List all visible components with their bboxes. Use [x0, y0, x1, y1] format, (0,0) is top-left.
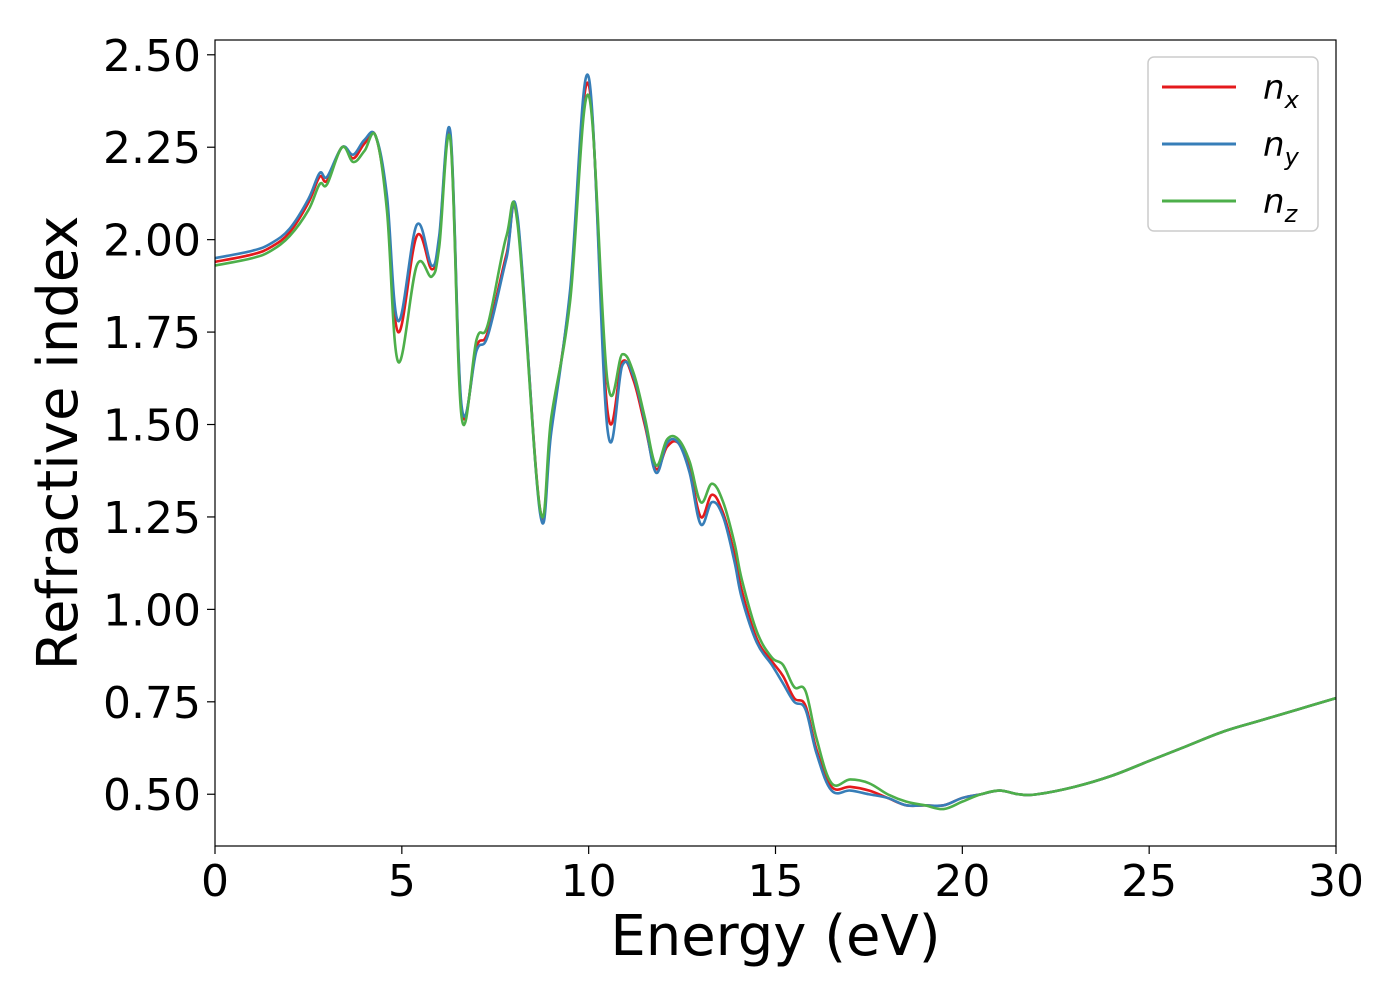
legend-label-subscript: x [1284, 86, 1300, 114]
y-tick-label: 1.75 [103, 308, 201, 359]
y-tick-label: 1.25 [103, 493, 201, 544]
x-tick-label: 15 [748, 856, 804, 907]
y-tick-label: 2.50 [103, 31, 201, 82]
x-axis-title: Energy (eV) [610, 904, 940, 969]
legend-label-base: n [1263, 182, 1285, 222]
y-tick-label: 1.00 [103, 585, 201, 636]
legend-label-z: nz [1263, 182, 1299, 228]
series-lines [214, 73, 1337, 811]
legend-label-subscript: z [1284, 200, 1299, 228]
x-axis-ticks: 0 5 10 15 20 25 30 [201, 846, 1364, 907]
y-tick-label: 1.50 [103, 401, 201, 452]
legend-label-base: n [1263, 68, 1285, 108]
legend-label-subscript: y [1284, 143, 1300, 171]
y-tick-label: 2.25 [103, 123, 201, 174]
plot-area-frame [214, 39, 1337, 847]
y-axis-title: Refractive index [26, 216, 91, 671]
x-tick-label: 5 [388, 856, 416, 907]
x-tick-label: 25 [1121, 856, 1177, 907]
x-tick-label: 0 [201, 856, 229, 907]
y-tick-label: 0.75 [103, 678, 201, 729]
legend-label-x: nx [1263, 68, 1300, 114]
y-axis-ticks: 0.50 0.75 1.00 1.25 1.50 1.75 2.00 2.25 2.50 [103, 31, 215, 821]
y-tick-label: 2.00 [103, 216, 201, 267]
series-line-z [214, 93, 1337, 811]
x-tick-label: 30 [1308, 856, 1364, 907]
x-tick-label: 10 [561, 856, 617, 907]
legend-label-base: n [1263, 125, 1285, 165]
x-tick-label: 20 [934, 856, 990, 907]
y-tick-label: 0.50 [103, 770, 201, 821]
legend-label-y: ny [1263, 125, 1300, 171]
